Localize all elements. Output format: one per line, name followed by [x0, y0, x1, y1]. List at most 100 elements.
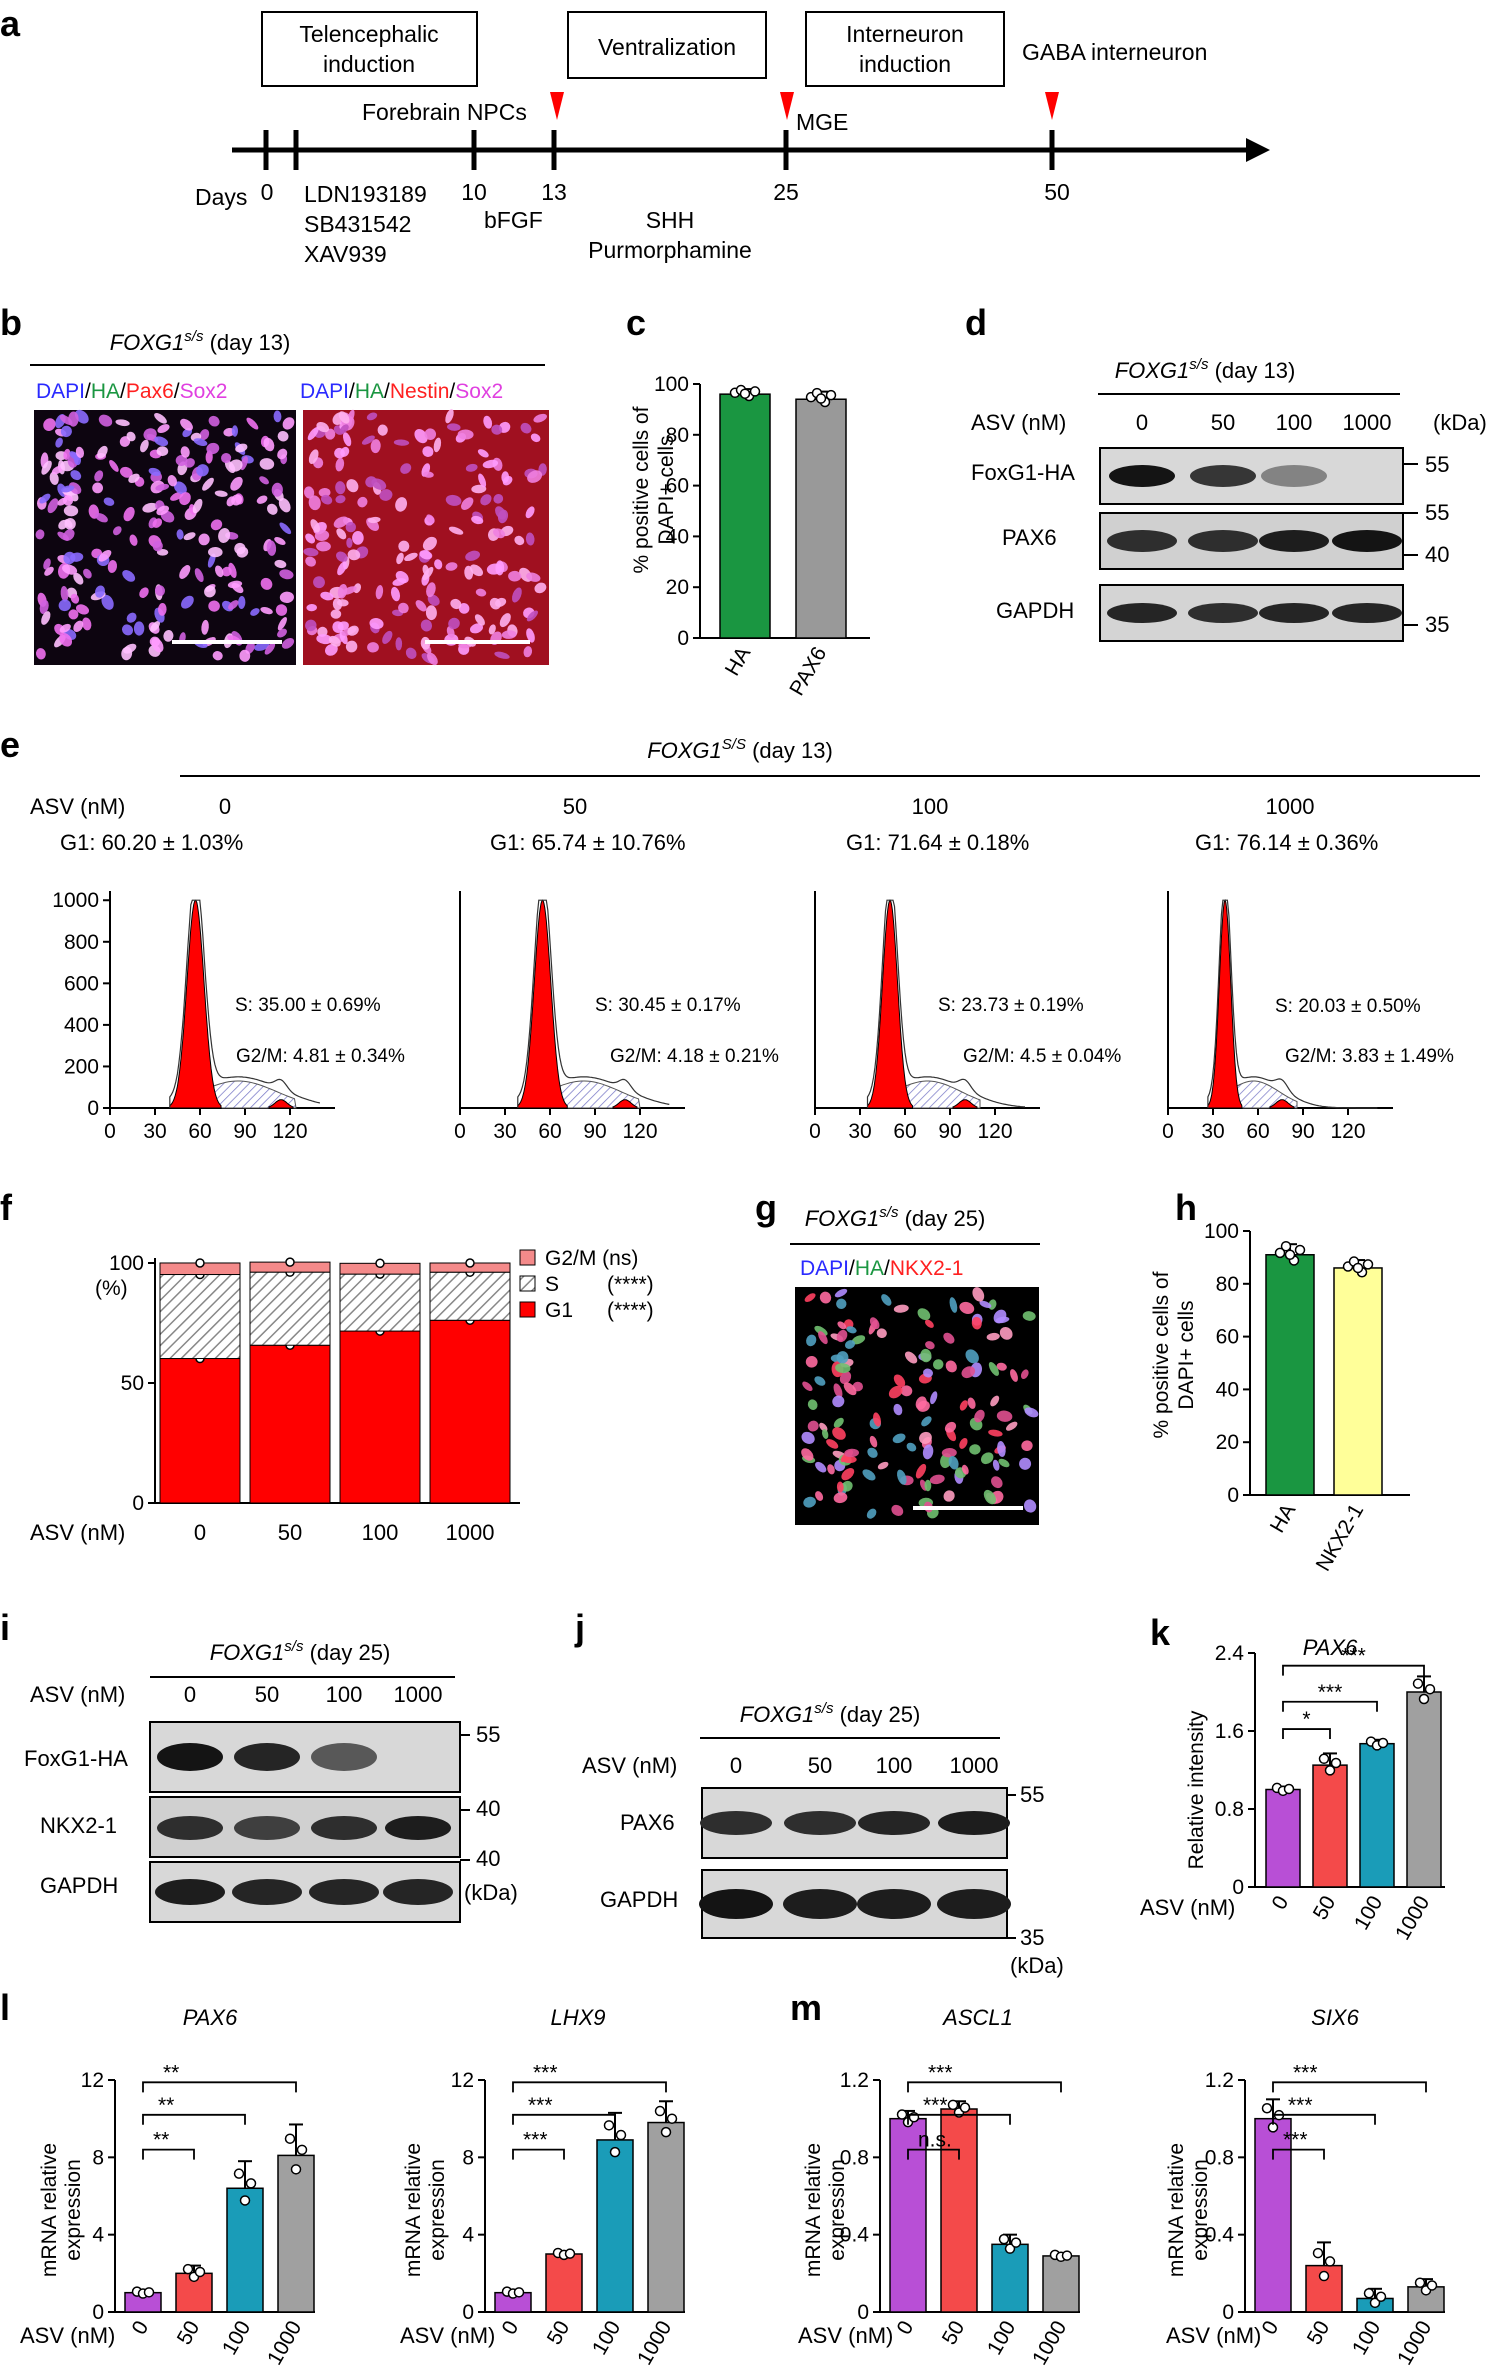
nucleus: [60, 425, 72, 438]
nucleus: [366, 412, 378, 421]
nucleus: [121, 624, 134, 636]
nucleus: [836, 1329, 848, 1343]
x-tick-label: 0: [194, 1520, 206, 1545]
nucleus: [150, 620, 160, 632]
x-tick-label: 50: [173, 2317, 205, 2349]
y-tick-label: 0.8: [1215, 1798, 1244, 1821]
data-point: [660, 2126, 672, 2138]
h-ylabel-2: DAPI+ cells: [1175, 1300, 1198, 1409]
nucleus: [154, 585, 166, 596]
panel-g: FOXG1s/s (day 25) DAPI/HA/NKX2-1: [790, 1204, 1040, 1525]
nucleus: [491, 424, 503, 435]
data-point: [615, 2129, 627, 2141]
nucleus: [988, 1361, 999, 1376]
d-row-foxg1: FoxG1-HA: [971, 460, 1075, 485]
k-title: PAX6: [1303, 1635, 1358, 1660]
nucleus: [893, 1304, 909, 1313]
bar: [1265, 1788, 1301, 1888]
b-left-legend: DAPI/HA/Pax6/Sox2: [36, 380, 227, 403]
y-tick-label: 600: [64, 972, 99, 995]
nucleus: [231, 494, 243, 506]
nucleus: [924, 1479, 932, 1492]
bar: [1333, 1267, 1383, 1496]
nucleus: [961, 1464, 969, 1475]
panel-label-k: k: [1150, 1612, 1171, 1653]
m1-title: ASCL1: [941, 2005, 1013, 2030]
band-pax6: [1107, 530, 1177, 552]
nucleus: [357, 496, 368, 508]
d-dose-3: 1000: [1343, 410, 1392, 435]
x-tick-label: 60: [188, 1120, 211, 1143]
nucleus: [450, 598, 462, 610]
nucleus: [844, 1340, 856, 1349]
l1-ylabel-2: expression: [62, 2159, 85, 2261]
nucleus: [398, 602, 409, 614]
stage-3-label-b: induction: [859, 51, 951, 77]
nucleus: [176, 529, 184, 540]
i-row-foxg1: FoxG1-HA: [24, 1746, 128, 1771]
significance-label: **: [153, 2129, 169, 2152]
significance-label: ***: [1288, 2094, 1313, 2117]
y-tick-label: 80: [1216, 1273, 1239, 1296]
panel-label-d: d: [965, 302, 987, 343]
nucleus: [239, 649, 251, 662]
x-tick-label: 0: [104, 1120, 116, 1143]
bar: [719, 393, 771, 639]
panel-e: FOXG1S/S (day 13) ASV (nM) 0 G1: 60.20 ± …: [30, 736, 1480, 1143]
x-tick-label: 60: [893, 1120, 916, 1143]
e-title: FOXG1S/S (day 13): [647, 736, 833, 763]
nucleus: [342, 432, 352, 447]
nucleus: [943, 1332, 955, 1344]
nucleus: [483, 415, 493, 429]
nucleus: [819, 1291, 832, 1304]
x-tick-label: 0: [1162, 1120, 1174, 1143]
nucleus: [35, 529, 45, 540]
nucleus: [921, 1416, 932, 1427]
nucleus: [815, 1491, 824, 1501]
nucleus: [345, 640, 358, 653]
nucleus: [94, 470, 104, 482]
nucleus: [305, 619, 317, 632]
nucleus: [305, 556, 317, 567]
day-25: 25: [773, 179, 799, 205]
i-mw-40b: 40: [476, 1846, 500, 1871]
nucleus: [526, 610, 538, 622]
nucleus: [59, 414, 73, 425]
y-tick-label: 800: [64, 931, 99, 954]
j-dose-3: 1000: [950, 1753, 999, 1778]
nucleus: [181, 595, 194, 609]
nucleus: [103, 497, 115, 506]
x-tick-label: 90: [1291, 1120, 1314, 1143]
data-point: [284, 2133, 296, 2144]
data-point: [609, 2146, 621, 2158]
nucleus: [330, 609, 342, 619]
band-pax6: [784, 1811, 856, 1835]
data-point: [1330, 1757, 1342, 1769]
nucleus: [325, 643, 338, 656]
d-row-gapdh: GAPDH: [996, 598, 1074, 623]
nucleus: [246, 417, 259, 430]
bar-segment-g1: [249, 1344, 331, 1504]
nucleus: [841, 1480, 853, 1492]
nucleus: [337, 561, 347, 576]
nucleus: [814, 1376, 826, 1386]
band-gapdh: [857, 1889, 931, 1919]
nucleus: [897, 1469, 907, 1485]
significance-bracket: [907, 2113, 1011, 2125]
nucleus: [881, 1294, 892, 1306]
x-tick-label: 50: [1309, 1892, 1341, 1924]
y-tick-label: 0: [857, 2301, 869, 2324]
nucleus: [833, 1383, 843, 1399]
nucleus: [328, 635, 341, 647]
nucleus: [1019, 1457, 1032, 1470]
x-tick-label: 50: [543, 2317, 575, 2349]
hist-g1-peak: [867, 899, 913, 1109]
data-point: [825, 389, 837, 401]
nucleus: [123, 506, 135, 522]
nucleus: [228, 600, 239, 610]
nucleus: [347, 549, 361, 561]
nucleus: [493, 528, 506, 539]
nucleus: [321, 494, 333, 505]
l2-asv-label: ASV (nM): [400, 2323, 495, 2348]
timeline: Telencephalic induction Ventralization I…: [195, 11, 1270, 267]
